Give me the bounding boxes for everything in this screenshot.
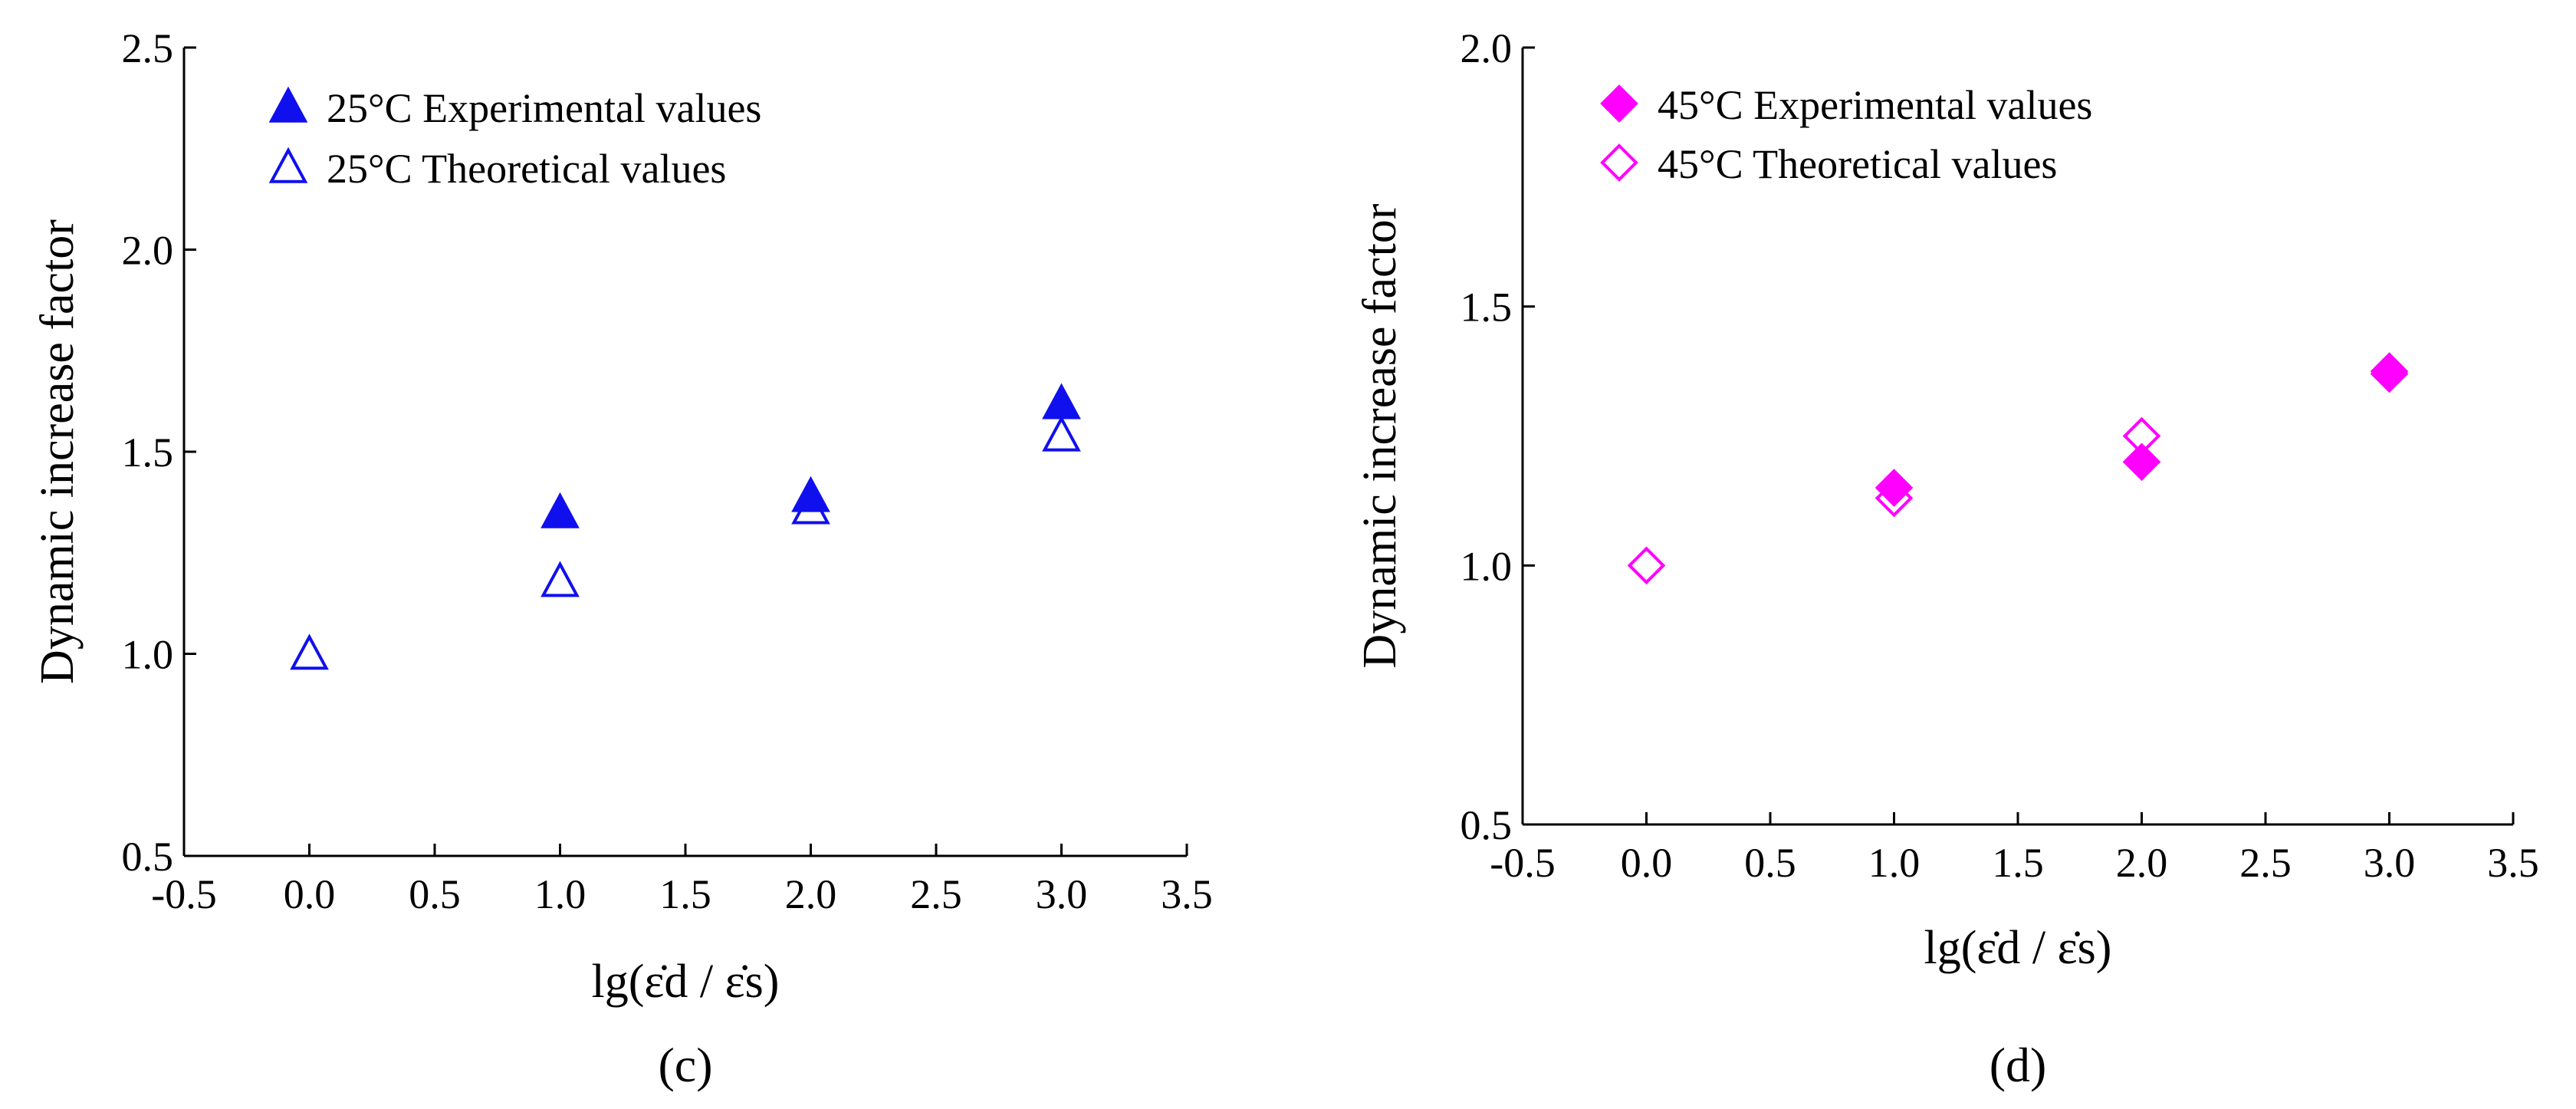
x-tick-label: 3.0 (2364, 840, 2416, 886)
x-tick-label: 2.0 (785, 871, 837, 917)
y-tick-label: 2.0 (122, 228, 174, 274)
data-point (2122, 416, 2161, 456)
y-tick-label: 1.0 (122, 632, 174, 678)
data-point (2122, 443, 2161, 482)
legend-marker (1600, 143, 1638, 182)
data-point (791, 476, 830, 512)
data-point (1875, 469, 1914, 507)
x-tick-label: 0.0 (284, 871, 336, 917)
y-axis-label: Dynamic increase factor (1354, 203, 1406, 668)
data-point (1875, 479, 1914, 518)
panel-label: (d) (1990, 1038, 2047, 1092)
legend-marker (268, 146, 308, 183)
x-tick-label: 0.5 (1744, 840, 1796, 886)
x-axis-label: lg(ε̇d / ε̇s) (592, 956, 780, 1008)
data-point (1042, 383, 1081, 420)
data-point (1627, 546, 1666, 585)
y-tick-label: 0.5 (1460, 802, 1513, 848)
x-tick-label: 0.0 (1621, 840, 1673, 886)
y-tick-label: 1.5 (122, 429, 174, 476)
legend-marker (268, 86, 308, 123)
x-tick-label: 3.5 (1161, 871, 1213, 917)
data-point (1042, 415, 1081, 452)
y-tick-label: 1.0 (1460, 543, 1513, 589)
y-axis-label: Dynamic increase factor (31, 219, 84, 684)
y-tick-label: 2.5 (122, 25, 174, 71)
x-tick-label: 1.5 (659, 871, 711, 917)
y-tick-label: 2.0 (1460, 25, 1513, 71)
x-tick-label: 2.5 (2239, 840, 2292, 886)
legend-entry: 25°C Experimental values (327, 85, 761, 131)
x-tick-label: 3.0 (1036, 871, 1088, 917)
y-tick-label: 0.5 (122, 834, 174, 880)
x-tick-label: 2.5 (910, 871, 962, 917)
x-tick-label: 1.0 (534, 871, 586, 917)
legend-entry: 25°C Theoretical values (327, 146, 726, 192)
data-point (2370, 352, 2409, 390)
panel-label: (c) (658, 1038, 712, 1092)
legend-entry: 45°C Experimental values (1658, 82, 2092, 128)
x-tick-label: -0.5 (151, 871, 216, 917)
panel-c-chart: -0.5 0.0 0.5 1.0 1.5 2.0 2.5 3.0 3.5 0.5 1.0 1.5 2.0… (31, 25, 1213, 1092)
x-tick-label: 2.0 (2116, 840, 2168, 886)
x-tick-label: -0.5 (1490, 840, 1555, 886)
panel-d-chart: -0.5 0.0 0.5 1.0 1.5 2.0 2.5 3.0 3.5 0.5 1.0 1.5 2.0… (1354, 25, 2539, 1092)
x-tick-label: 0.5 (409, 871, 461, 917)
y-tick-label: 1.5 (1460, 285, 1513, 331)
data-point (290, 633, 329, 670)
legend-marker (1600, 84, 1638, 123)
x-tick-label: 1.0 (1868, 840, 1921, 886)
legend-entry: 45°C Theoretical values (1658, 141, 2057, 187)
x-axis-label: lg(ε̇d / ε̇s) (1924, 922, 2112, 974)
x-tick-label: 1.5 (1992, 840, 2044, 886)
data-point (540, 492, 580, 528)
data-point (2370, 354, 2409, 393)
data-point (791, 488, 830, 525)
x-tick-label: 3.5 (2487, 840, 2539, 886)
data-point (540, 561, 580, 597)
